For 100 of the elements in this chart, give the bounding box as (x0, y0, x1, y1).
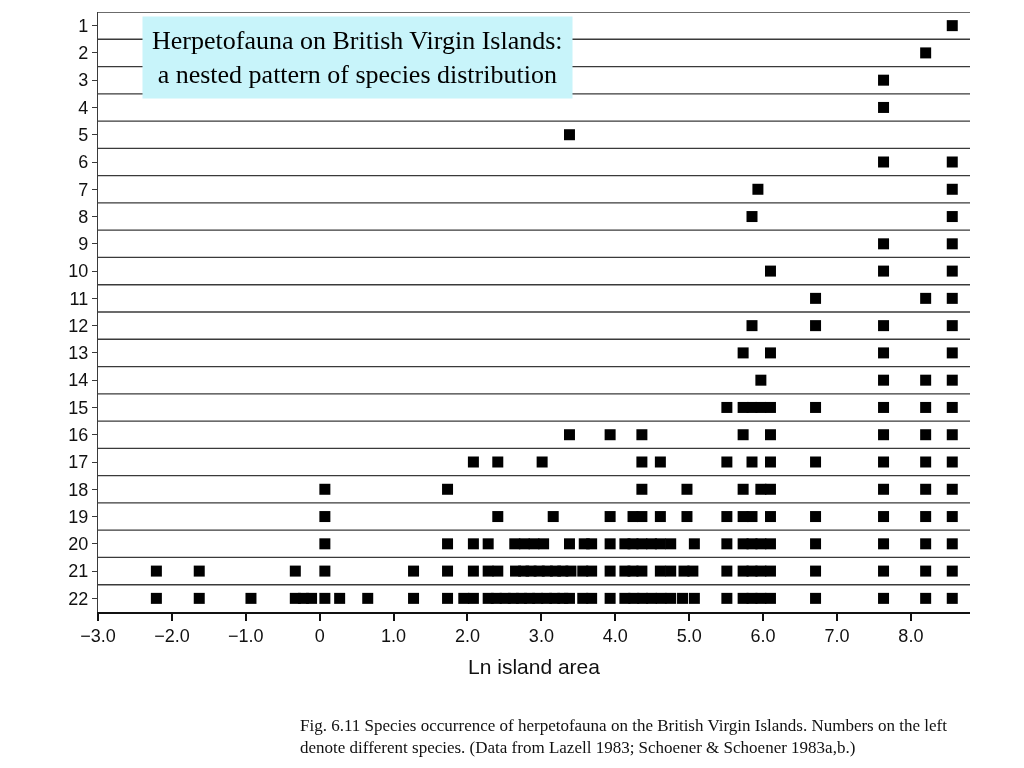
point (509, 538, 521, 550)
point (920, 401, 932, 413)
point (492, 456, 504, 468)
point (586, 538, 598, 550)
point (636, 511, 648, 523)
point (319, 565, 331, 577)
point (721, 511, 733, 523)
point (755, 374, 767, 386)
point (878, 374, 890, 386)
x-tick-label: 4.0 (602, 626, 628, 647)
point (654, 456, 666, 468)
x-tick-label: 8.0 (898, 626, 924, 647)
x-tick-label: 1.0 (381, 626, 407, 647)
point (878, 156, 890, 168)
point (319, 483, 331, 495)
point (654, 565, 666, 577)
point (636, 456, 648, 468)
point (334, 592, 346, 604)
point (810, 565, 822, 577)
point (319, 538, 331, 550)
x-tick-label: 5.0 (676, 626, 702, 647)
point (946, 374, 958, 386)
x-tick-label: −1.0 (228, 626, 264, 647)
y-tick-label: 1 (78, 15, 89, 36)
point (408, 592, 420, 604)
x-tick-label: 2.0 (454, 626, 481, 647)
point (946, 183, 958, 195)
point (636, 429, 648, 441)
point (586, 592, 598, 604)
point (565, 565, 577, 577)
point (946, 483, 958, 495)
point (604, 429, 616, 441)
point (677, 592, 689, 604)
point (946, 156, 958, 168)
x-tick-label: 7.0 (824, 626, 850, 647)
point (442, 538, 454, 550)
point (604, 565, 616, 577)
point (810, 538, 822, 550)
point (764, 401, 776, 413)
point (442, 565, 454, 577)
point (755, 401, 767, 413)
point (920, 511, 932, 523)
point (920, 565, 932, 577)
point (946, 456, 958, 468)
point (467, 456, 479, 468)
point (688, 592, 700, 604)
x-tick-label: −2.0 (154, 626, 190, 647)
point (752, 183, 764, 195)
point (458, 592, 470, 604)
point (878, 429, 890, 441)
point (878, 592, 890, 604)
point (150, 565, 162, 577)
point (654, 511, 666, 523)
point (687, 565, 699, 577)
point (746, 211, 758, 223)
x-tick-label: 6.0 (750, 626, 776, 647)
point (306, 592, 318, 604)
point (764, 483, 776, 495)
point (920, 592, 932, 604)
y-tick-label: 6 (78, 152, 89, 173)
point (810, 511, 822, 523)
point (737, 483, 749, 495)
point (442, 483, 454, 495)
point (764, 265, 776, 277)
point (946, 347, 958, 359)
point (681, 511, 693, 523)
y-tick-label: 9 (78, 234, 89, 255)
y-tick-label: 14 (68, 370, 89, 391)
point (408, 565, 420, 577)
y-tick-label: 4 (78, 97, 89, 118)
point (665, 538, 677, 550)
point (946, 429, 958, 441)
text: Herpetofauna on British Virgin Islands: a nested pattern of species distribution (152, 26, 563, 89)
point (946, 565, 958, 577)
point (810, 456, 822, 468)
y-tick-label: 18 (68, 479, 89, 500)
y-tick-label: 7 (78, 179, 89, 200)
point (319, 511, 331, 523)
x-tick-label: 0 (314, 626, 325, 647)
caption: Fig. 6.11 Species occurrence of herpetofauna on the British Virgin Islands. Numbers on the left denote different species. (Data from Lazell 1983; Schoener & Schoener 1983a,b.) (300, 716, 948, 758)
point (721, 592, 733, 604)
point (878, 538, 890, 550)
point (946, 20, 958, 32)
y-tick-label: 11 (69, 288, 89, 309)
point (536, 456, 548, 468)
point (665, 565, 677, 577)
y-tick-label: 2 (78, 43, 89, 64)
point (946, 592, 958, 604)
point (746, 320, 758, 332)
point (245, 592, 257, 604)
point (721, 565, 733, 577)
y-tick-label: 19 (68, 506, 89, 527)
point (518, 538, 530, 550)
point (920, 483, 932, 495)
point (636, 483, 648, 495)
point (755, 565, 767, 577)
x-axis-title: Ln island area (468, 655, 601, 679)
point (482, 538, 494, 550)
point (604, 592, 616, 604)
y-tick-label: 22 (68, 588, 89, 609)
